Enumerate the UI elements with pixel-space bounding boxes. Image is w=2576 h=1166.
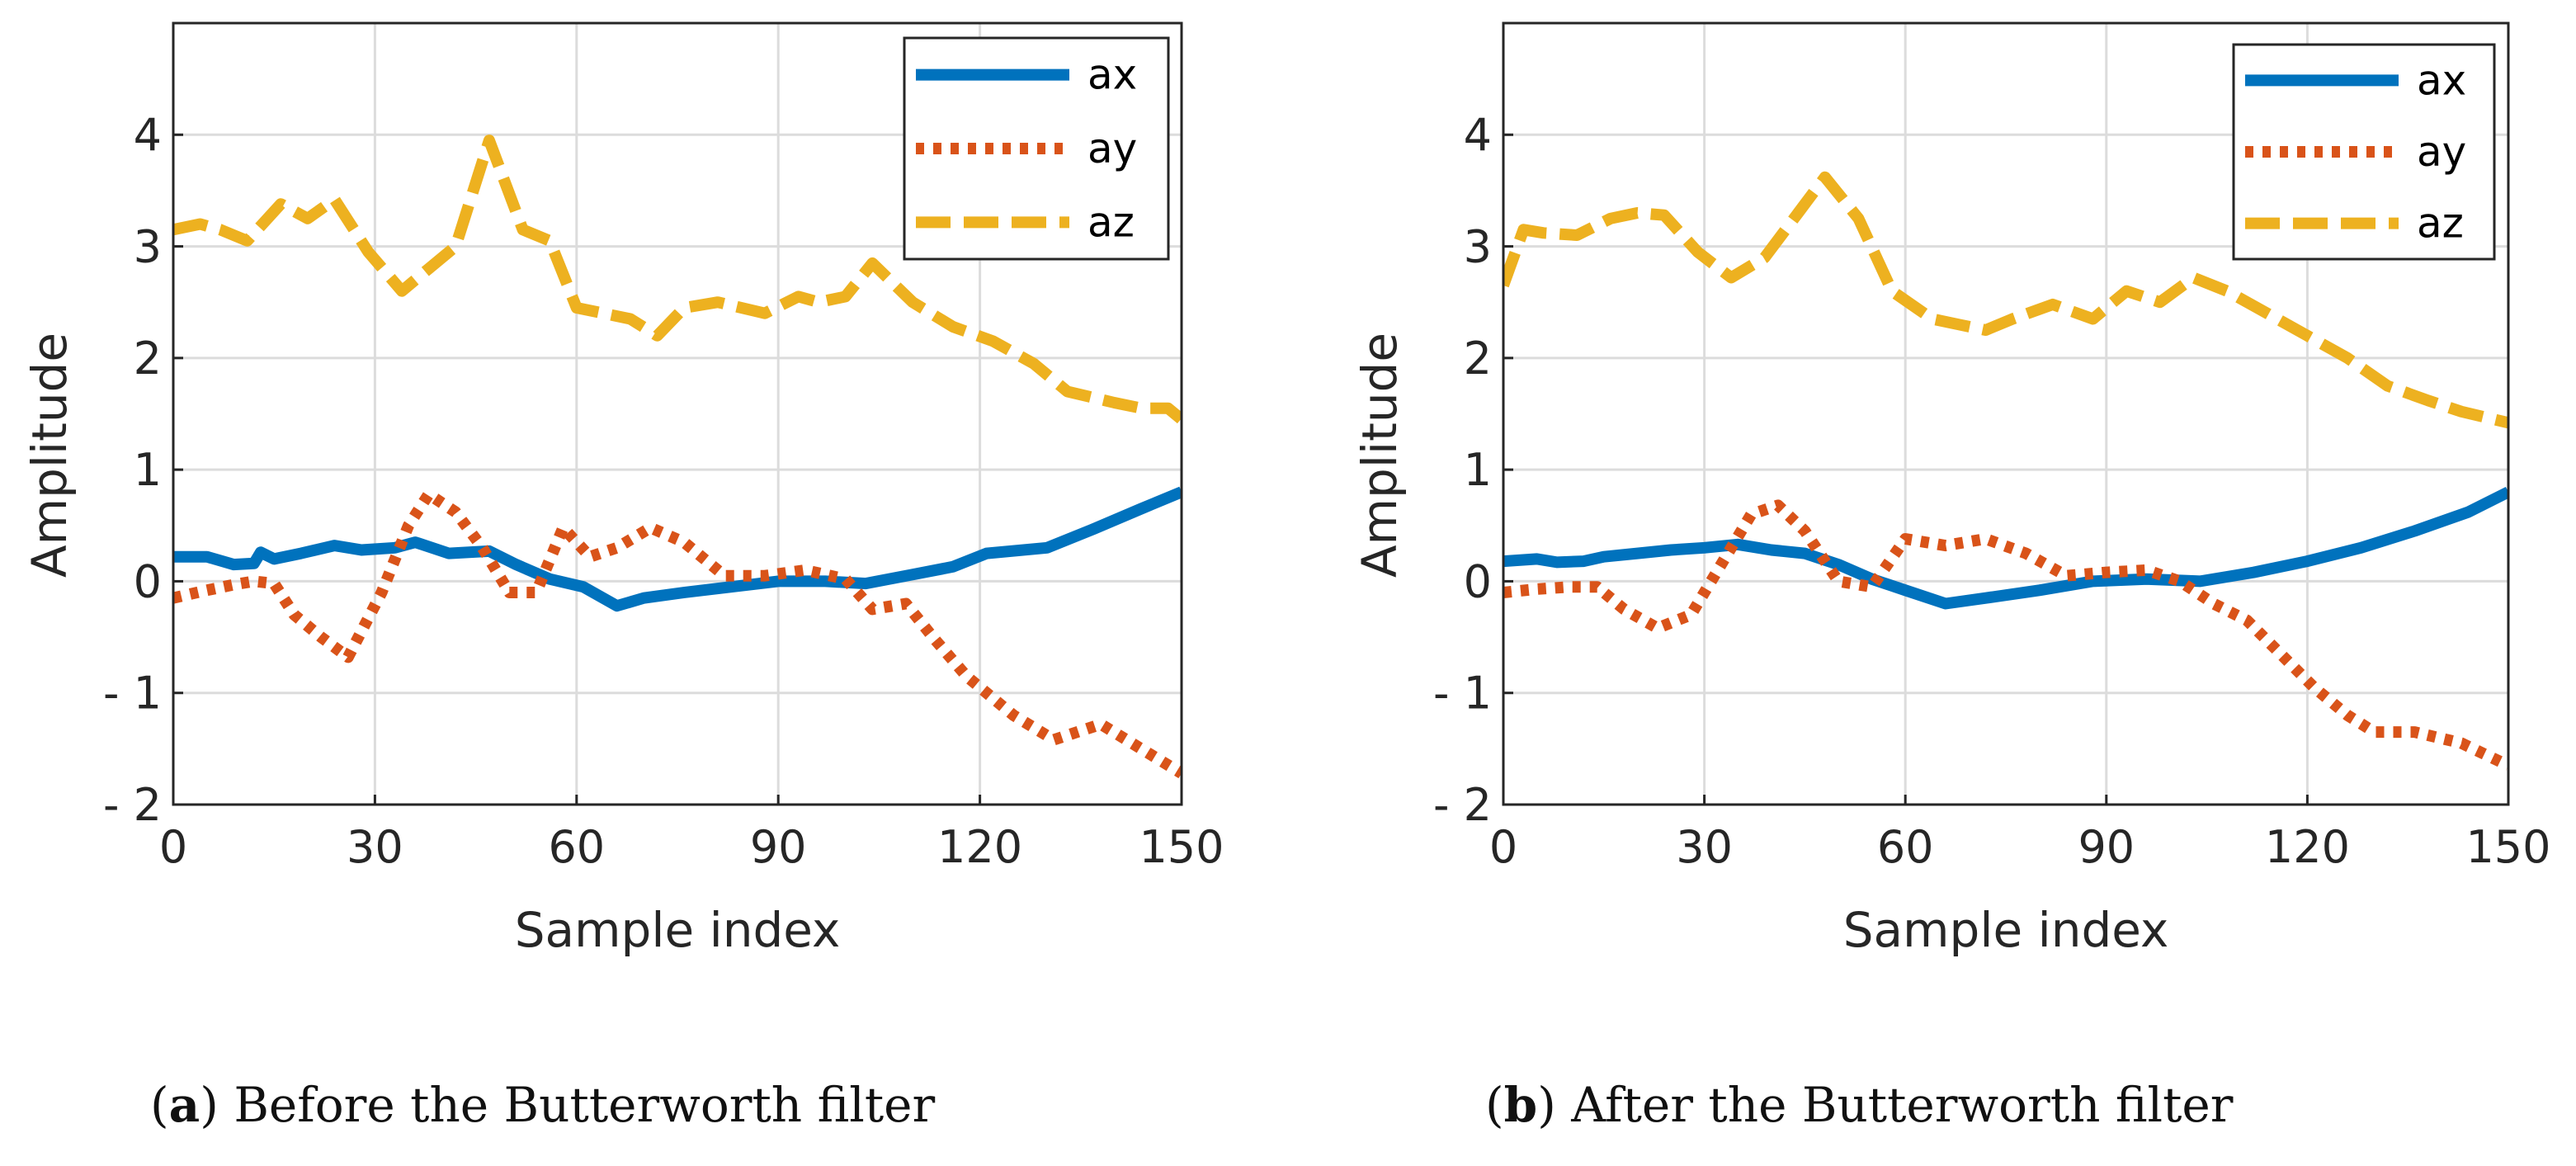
legend: ax ay az — [903, 36, 1170, 261]
x-tick-label: 30 — [347, 821, 403, 873]
chart-b: 0 30 60 90 120 150 - 2 - 1 0 1 2 3 4 Sample index Ampl… — [1352, 21, 2551, 958]
series-group — [1503, 171, 2508, 771]
series-line-ax — [173, 486, 1182, 612]
y-tick-label: - 2 — [103, 779, 162, 831]
legend-label-az: az — [2417, 200, 2464, 248]
x-axis-label: Sample index — [1843, 902, 2169, 958]
y-tick-label: 0 — [1464, 555, 1492, 607]
y-tick-label: 1 — [134, 444, 162, 496]
series-line-ax — [1503, 486, 2508, 610]
x-axis-label: Sample index — [515, 902, 841, 958]
x-tick-label: 90 — [750, 821, 807, 873]
x-tick-label: 150 — [2465, 821, 2550, 873]
y-tick-label: - 1 — [103, 668, 162, 720]
x-tick-label: 60 — [548, 821, 605, 873]
y-tick-label: - 1 — [1433, 668, 1492, 720]
y-tick-label: 4 — [134, 109, 162, 161]
caption-a: (a) Before the Butterworth filter — [150, 1077, 936, 1133]
legend: ax ay az — [2232, 43, 2496, 261]
y-tick-label: 3 — [1464, 221, 1492, 273]
chart-a: 0 30 60 90 120 150 - 2 - 1 0 1 2 3 4 Sample index Ampl… — [21, 21, 1224, 958]
series-line-ay — [1503, 499, 2508, 771]
x-tick-label: 0 — [1489, 821, 1517, 873]
legend-label-az: az — [1087, 198, 1135, 246]
x-tick-label: 120 — [2265, 821, 2350, 873]
series-line-az — [1503, 171, 2508, 429]
series-line-az — [173, 135, 1182, 424]
legend-label-ax: ax — [1087, 51, 1137, 99]
legend-label-ay: ay — [2417, 128, 2466, 176]
legend-label-ax: ax — [2417, 56, 2466, 104]
caption-b-label: b — [1503, 1077, 1538, 1133]
y-tick-label: - 2 — [1433, 779, 1492, 831]
axes-box — [172, 21, 1183, 806]
caption-b: (b) After the Butterworth filter — [1485, 1077, 2234, 1133]
caption-a-label: a — [168, 1077, 201, 1133]
x-tick-label: 150 — [1139, 821, 1224, 873]
y-tick-label: 1 — [1464, 444, 1492, 496]
x-tick-label: 90 — [2078, 821, 2135, 873]
y-axis-label: Amplitude — [21, 333, 78, 578]
y-axis-label: Amplitude — [1352, 333, 1408, 578]
x-tick-label: 60 — [1877, 821, 1934, 873]
x-tick-label: 120 — [937, 821, 1022, 873]
y-tick-label: 2 — [134, 333, 162, 385]
y-tick-label: 3 — [134, 221, 162, 273]
x-tick-label: 30 — [1676, 821, 1733, 873]
caption-a-text: Before the Butterworth filter — [234, 1077, 936, 1133]
x-tick-label: 0 — [159, 821, 187, 873]
y-tick-label: 2 — [1464, 333, 1492, 385]
series-group — [173, 135, 1182, 779]
axes-box — [1502, 21, 2510, 806]
caption-b-text: After the Butterworth filter — [1571, 1077, 2234, 1133]
y-tick-label: 4 — [1464, 109, 1492, 161]
y-tick-label: 0 — [134, 555, 162, 607]
legend-label-ay: ay — [1087, 125, 1137, 172]
